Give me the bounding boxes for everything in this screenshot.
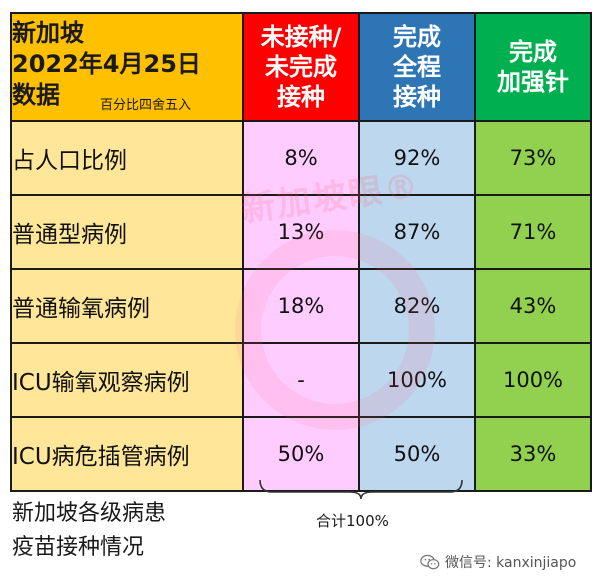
- header-unvaccinated: 未接种/ 未完成 接种: [242, 12, 360, 122]
- table-row: 普通型病例 13% 87% 71%: [10, 194, 592, 270]
- cell-boosted: 100%: [474, 342, 592, 418]
- cell-unvaccinated: 8%: [242, 120, 360, 196]
- cell-unvaccinated: 18%: [242, 268, 360, 344]
- table-row: ICU病危插管病例 50% 50% 33%: [10, 416, 592, 492]
- caption: 新加坡各级病患 疫苗接种情况: [12, 497, 166, 565]
- cell-unvaccinated: 13%: [242, 194, 360, 270]
- table-row: 占人口比例 8% 92% 73%: [10, 120, 592, 196]
- row-label: ICU病危插管病例: [10, 416, 244, 492]
- vaccination-table: 新加坡 2022年4月25日 数据 百分比四舍五入 未接种/ 未完成 接种 完成…: [10, 12, 592, 492]
- header-full-line1: 完成: [393, 23, 441, 51]
- header-unvax-line3: 接种: [277, 83, 325, 111]
- cell-boosted: 33%: [474, 416, 592, 492]
- table-row: 普通输氧病例 18% 82% 43%: [10, 268, 592, 344]
- cell-fully-vaccinated: 87%: [358, 194, 476, 270]
- header-boost-line1: 完成: [509, 38, 557, 66]
- header-full-line3: 接种: [393, 83, 441, 111]
- header-boost-line2: 加强针: [497, 68, 569, 96]
- row-label: 普通输氧病例: [10, 268, 244, 344]
- header-title-cell: 新加坡 2022年4月25日 数据 百分比四舍五入: [10, 12, 244, 122]
- sum-label: 合计100%: [316, 512, 389, 530]
- cell-boosted: 73%: [474, 120, 592, 196]
- table-row: ICU输氧观察病例 - 100% 100%: [10, 342, 592, 418]
- row-label: ICU输氧观察病例: [10, 342, 244, 418]
- header-title-line3: 数据: [12, 81, 60, 109]
- row-label: 普通型病例: [10, 194, 244, 270]
- rounding-note: 百分比四舍五入: [100, 98, 192, 113]
- cell-fully-vaccinated: 100%: [358, 342, 476, 418]
- cell-boosted: 43%: [474, 268, 592, 344]
- cell-unvaccinated: 50%: [242, 416, 360, 492]
- wechat-id: 微信号: kanxinjiapo: [420, 552, 576, 572]
- header-title-line2: 2022年4月25日: [12, 50, 201, 78]
- cell-fully-vaccinated: 92%: [358, 120, 476, 196]
- header-row: 新加坡 2022年4月25日 数据 百分比四舍五入 未接种/ 未完成 接种 完成…: [10, 12, 592, 122]
- header-unvax-line1: 未接种/: [260, 23, 342, 51]
- wechat-icon: [420, 554, 440, 569]
- caption-line1: 新加坡各级病患: [12, 501, 167, 526]
- header-full-line2: 全程: [393, 53, 441, 81]
- cell-fully-vaccinated: 82%: [358, 268, 476, 344]
- wechat-label: 微信号: kanxinjiapo: [445, 555, 577, 571]
- header-boosted: 完成 加强针: [474, 12, 592, 122]
- header-unvax-line2: 未完成: [265, 53, 337, 81]
- cell-fully-vaccinated: 50%: [358, 416, 476, 492]
- caption-line2: 疫苗接种情况: [12, 535, 145, 560]
- cell-unvaccinated: -: [242, 342, 360, 418]
- header-title-line1: 新加坡: [12, 19, 84, 47]
- header-fully-vaccinated: 完成 全程 接种: [358, 12, 476, 122]
- cell-boosted: 71%: [474, 194, 592, 270]
- row-label: 占人口比例: [10, 120, 244, 196]
